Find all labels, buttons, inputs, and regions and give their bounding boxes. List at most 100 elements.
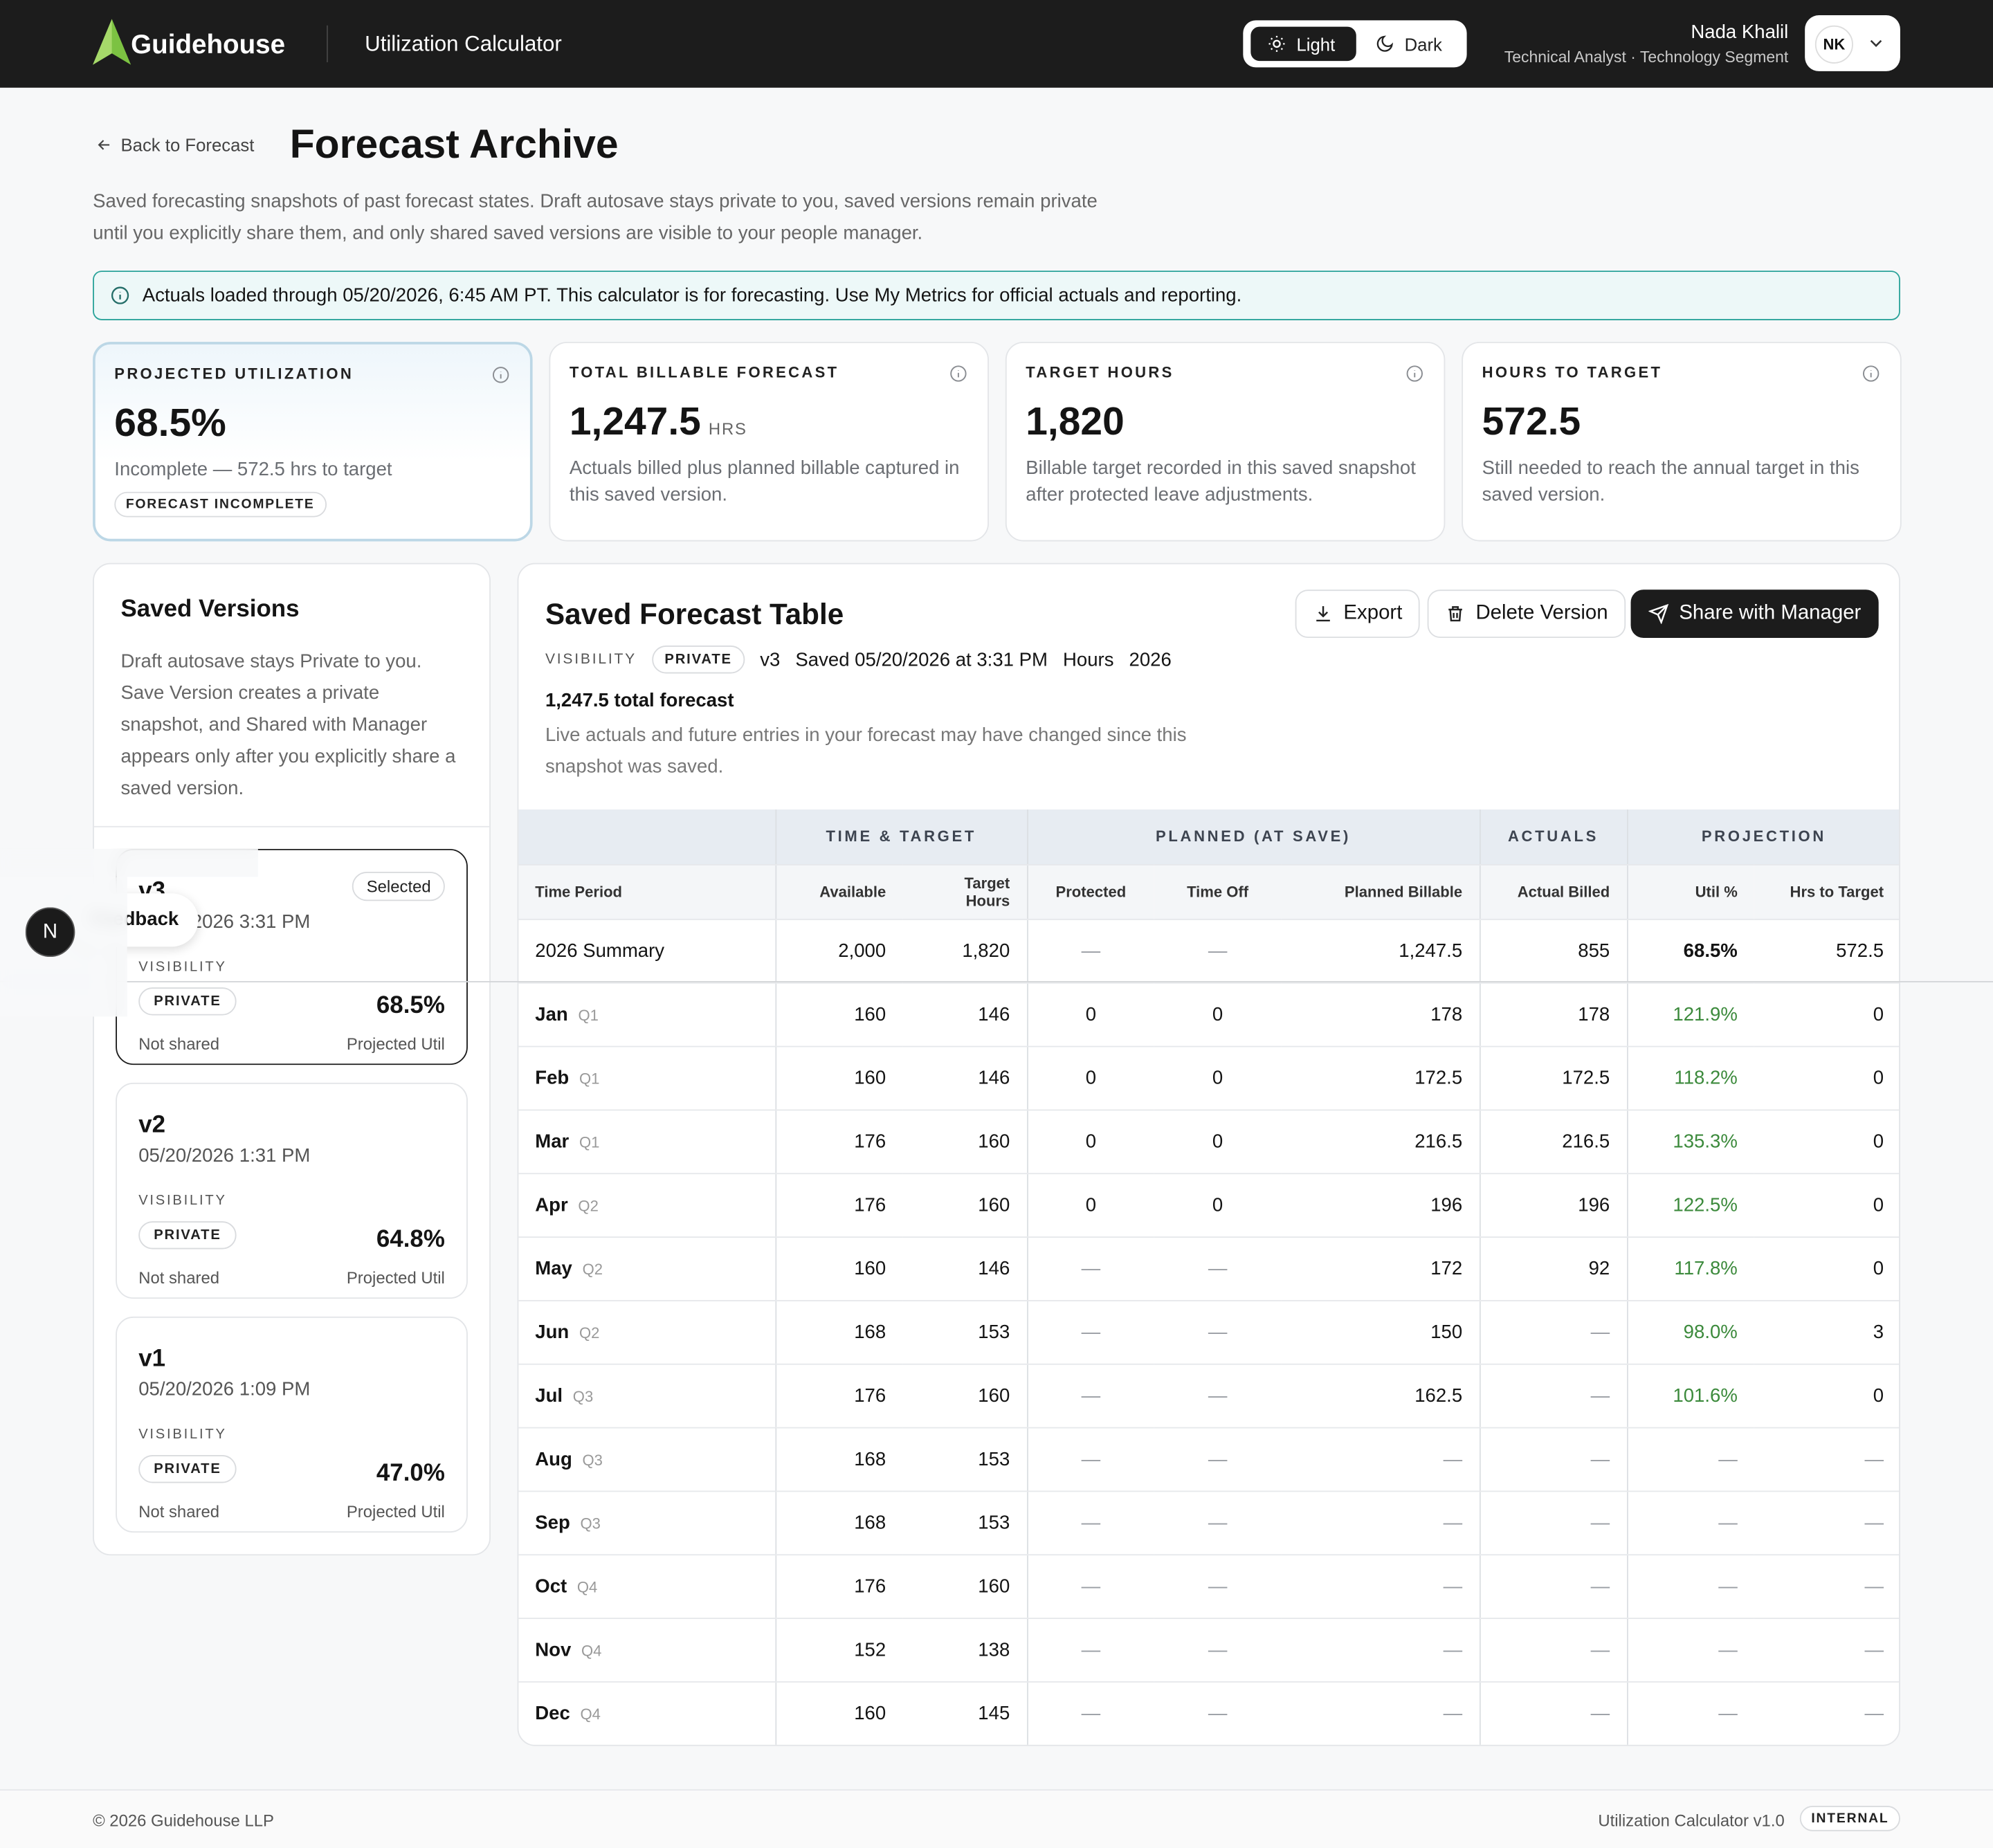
data-cell: —	[1479, 1427, 1628, 1492]
period-cell: May Q2	[518, 1236, 776, 1301]
month: Jul	[535, 1384, 563, 1407]
data-cell: 146	[902, 982, 1028, 1047]
summary-cell: —	[1154, 918, 1282, 983]
app-title: Utilization Calculator	[365, 31, 562, 56]
share-status: Not shared	[138, 1268, 220, 1288]
user-role: Technical Analyst · Technology Segment	[1504, 48, 1789, 66]
summary-cell: 855	[1479, 918, 1628, 983]
data-cell: 0	[1154, 1045, 1282, 1110]
saved-at: Saved 05/20/2026 at 3:31 PM	[795, 648, 1048, 670]
data-cell: —	[1026, 1490, 1154, 1555]
info-icon	[1405, 365, 1423, 389]
period-cell: Dec Q4	[518, 1681, 776, 1745]
data-cell: 146	[902, 1045, 1028, 1110]
visibility-label: VISIBILITY	[545, 652, 637, 668]
data-cell: 0	[1154, 1109, 1282, 1174]
month: Nov	[535, 1638, 572, 1661]
data-cell: 160	[774, 982, 903, 1047]
period-cell: Oct Q4	[518, 1554, 776, 1619]
forecast-meta: VISIBILITY PRIVATE v3 Saved 05/20/2026 a…	[545, 646, 1172, 674]
column-header: Time Off	[1154, 863, 1282, 920]
period-cell: Apr Q2	[518, 1173, 776, 1238]
month: Mar	[535, 1130, 570, 1153]
data-cell: —	[1754, 1490, 1900, 1555]
data-cell: 98.0%	[1626, 1299, 1754, 1364]
unit: Hours	[1062, 648, 1114, 670]
user-info: Nada Khalil Technical Analyst · Technolo…	[1504, 21, 1789, 66]
kpi-value: 1,247.5 HRS	[570, 399, 969, 445]
quarter: Q4	[581, 1641, 602, 1659]
dev-badge[interactable]: N	[25, 907, 75, 958]
month-row: Jun Q2 168 153— —150—98.0% 3	[518, 1299, 1900, 1364]
footer-version: Utilization Calculator v1.0	[1598, 1811, 1785, 1830]
data-cell: 172.5	[1281, 1045, 1480, 1110]
user-name: Nada Khalil	[1691, 21, 1789, 44]
notice-text: Actuals loaded through 05/20/2026, 6:45 …	[142, 284, 1242, 307]
forecast-note: Live actuals and future entries in your …	[545, 724, 1187, 778]
summary-cell: 68.5%	[1626, 918, 1754, 983]
quarter: Q2	[579, 1323, 600, 1342]
data-cell: —	[1479, 1554, 1628, 1619]
data-cell: 153	[902, 1427, 1028, 1492]
data-cell: 168	[774, 1427, 903, 1492]
data-cell: 0	[1154, 982, 1282, 1047]
back-link[interactable]: Back to Forecast	[95, 135, 254, 155]
version-name: v1	[138, 1346, 166, 1373]
month-row: Oct Q4 176 160— — — — — —	[518, 1554, 1900, 1619]
data-cell: —	[1479, 1363, 1628, 1428]
data-cell: 178	[1281, 982, 1480, 1047]
data-cell: 0	[1754, 982, 1900, 1047]
kpi-badge: FORECAST INCOMPLETE	[114, 491, 327, 518]
data-cell: 160	[774, 1045, 903, 1110]
period-cell: Mar Q1	[518, 1109, 776, 1174]
toolbar-button[interactable]: Share with Manager	[1630, 589, 1880, 639]
quarter: Q1	[578, 1005, 599, 1024]
kpi-label: PROJECTED UTILIZATION	[114, 365, 354, 383]
data-cell: 117.8%	[1626, 1236, 1754, 1301]
data-cell: 160	[902, 1554, 1028, 1619]
toolbar-button[interactable]: Export	[1295, 589, 1421, 639]
data-cell: 176	[774, 1109, 903, 1174]
month: Jun	[535, 1321, 570, 1343]
data-cell: 0	[1026, 982, 1154, 1047]
info-icon	[492, 366, 510, 390]
kpi-card: TOTAL BILLABLE FORECAST 1,247.5 HRS Actuals…	[549, 342, 989, 542]
month-row: Feb Q1 160 146 0 0 172.5 172.5 118.2% 0	[518, 1045, 1900, 1110]
version-card[interactable]: Selected v3 05/20/2026 3:31 PM VISIBILITY PR…	[116, 848, 468, 1065]
theme-dark[interactable]: Dark	[1375, 27, 1442, 62]
table-head: TIME & TARGET PLANNED (AT SAVE) ACTUALS PRO…	[518, 809, 1900, 920]
quarter: Q1	[579, 1133, 600, 1151]
month-row: Dec Q4 160 145— — — — — —	[518, 1681, 1900, 1745]
info-icon	[1862, 365, 1880, 389]
visibility-badge: PRIVATE	[138, 987, 237, 1016]
footer-badge: INTERNAL	[1799, 1806, 1901, 1831]
toolbar-button[interactable]: Delete Version	[1427, 589, 1626, 639]
period-cell: Nov Q4	[518, 1618, 776, 1682]
column-header: Time Period	[518, 863, 776, 920]
data-cell: 168	[774, 1299, 903, 1364]
column-header: Planned Billable	[1281, 863, 1480, 920]
data-cell: 176	[774, 1554, 903, 1619]
overlay-line	[0, 980, 1993, 982]
quarter: Q2	[578, 1196, 599, 1215]
button-label: Share with Manager	[1679, 602, 1862, 624]
version-date: 05/20/2026 1:09 PM	[138, 1378, 311, 1401]
version-card[interactable]: v2 05/20/2026 1:31 PM VISIBILITY PRIVATE Not…	[116, 1082, 468, 1299]
data-cell: —	[1026, 1554, 1154, 1619]
column-header: Util %	[1626, 863, 1754, 920]
theme-light[interactable]: Light	[1250, 26, 1356, 62]
data-cell: —	[1626, 1490, 1754, 1555]
selected-badge: Selected	[352, 872, 445, 902]
user-menu[interactable]: NK	[1805, 15, 1900, 71]
data-cell: —	[1281, 1427, 1480, 1492]
visibility-badge: PRIVATE	[138, 1455, 237, 1483]
column-header: Protected	[1026, 863, 1154, 920]
group-row: TIME & TARGET PLANNED (AT SAVE) ACTUALS PRO…	[518, 809, 1900, 865]
data-cell: 122.5%	[1626, 1173, 1754, 1238]
data-cell: 153	[902, 1490, 1028, 1555]
version-card[interactable]: v1 05/20/2026 1:09 PM VISIBILITY PRIVATE Not…	[116, 1316, 468, 1533]
data-cell: 176	[774, 1363, 903, 1428]
kpi-number: 68.5%	[114, 400, 226, 445]
theme-light-label: Light	[1296, 33, 1336, 55]
